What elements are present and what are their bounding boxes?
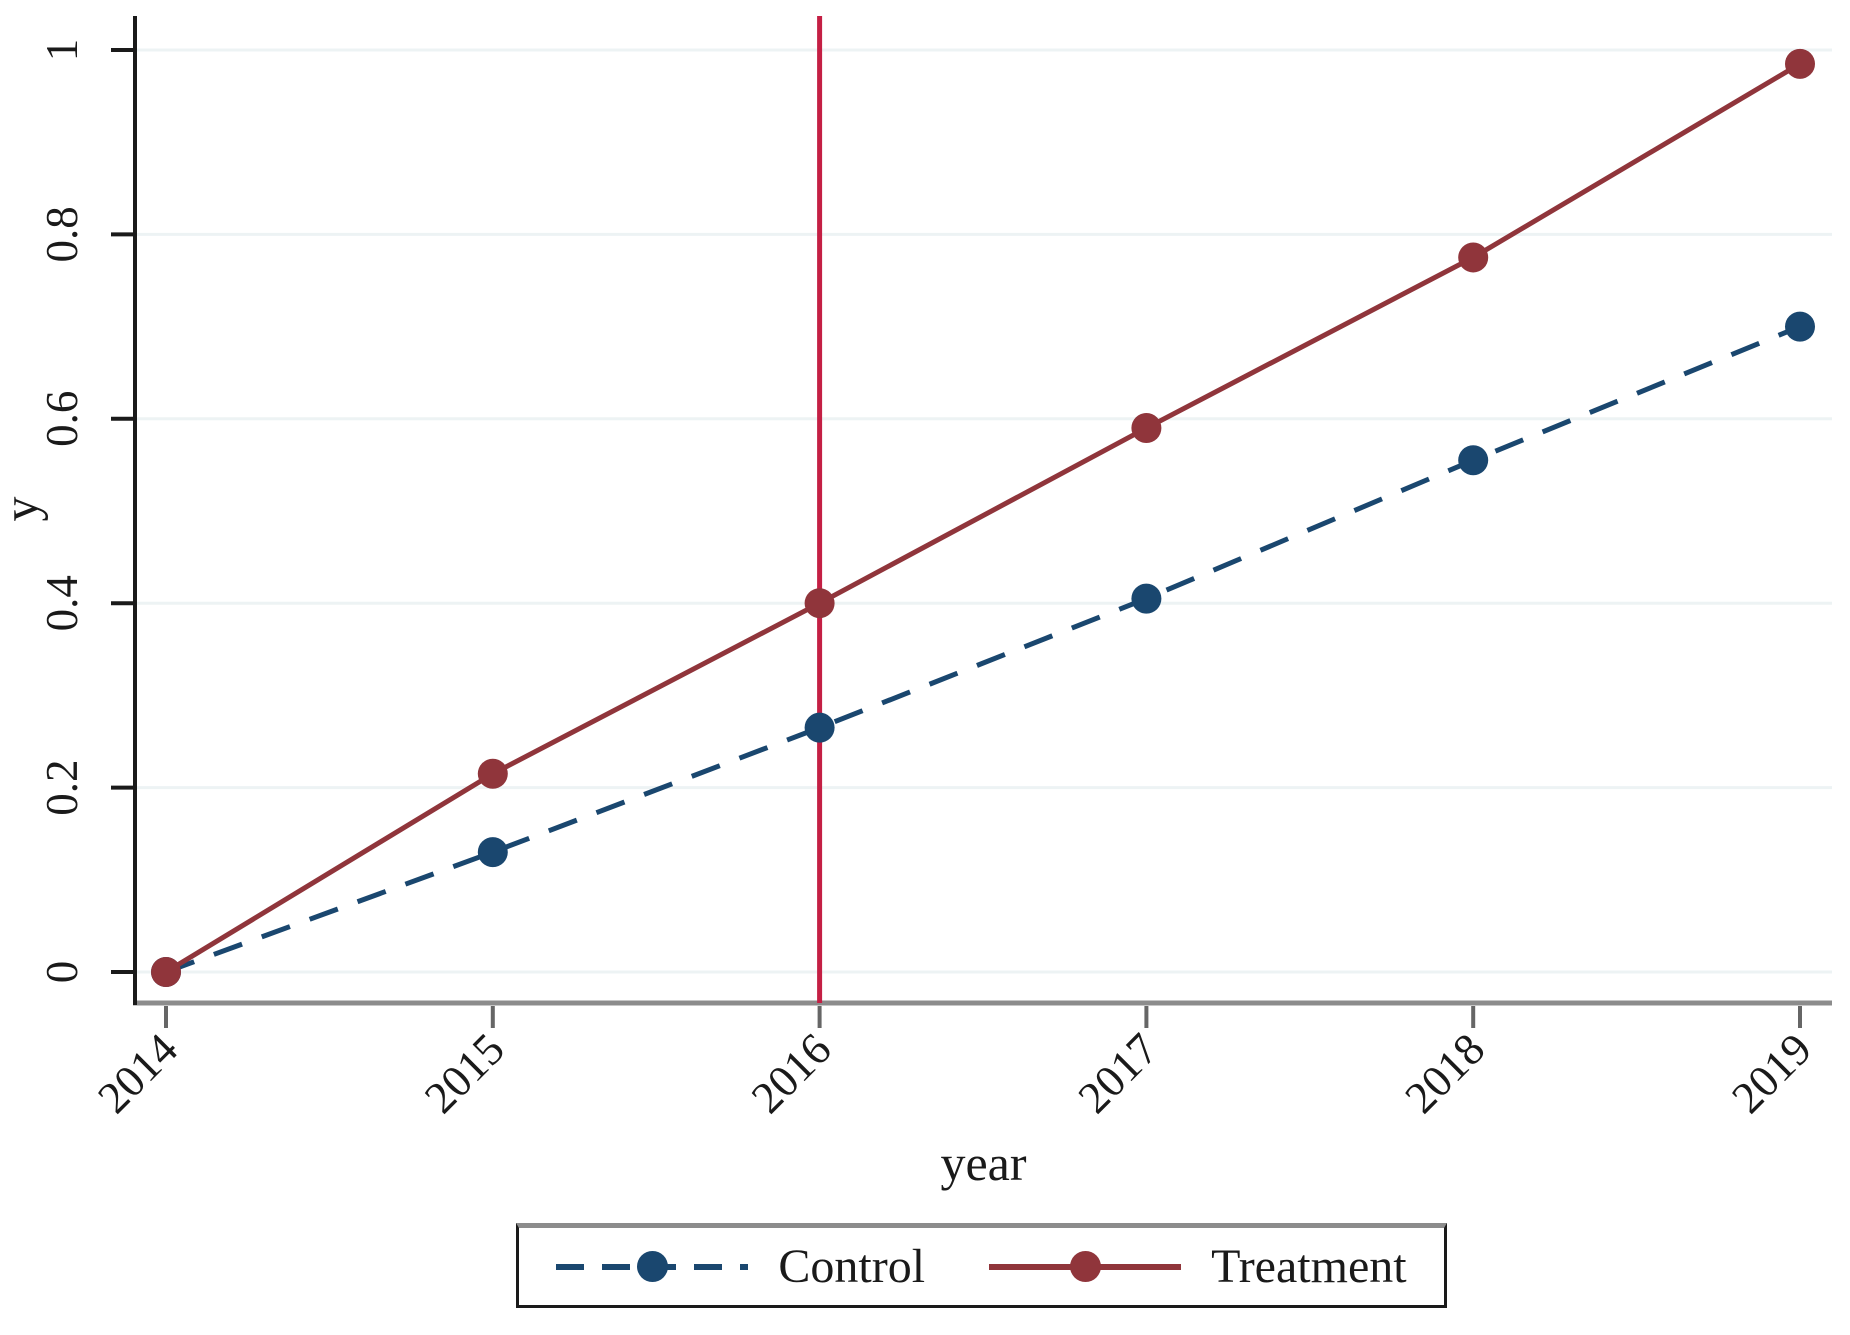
x-tick-label: 2019	[1722, 1024, 1821, 1123]
y-tick-label: 0.2	[37, 759, 87, 815]
legend-label-treatment: Treatment	[1211, 1239, 1407, 1293]
x-tick-label: 2018	[1395, 1024, 1494, 1123]
y-tick-label: 1	[37, 39, 87, 62]
control-marker	[1131, 583, 1162, 614]
x-tick-label: 2016	[742, 1024, 841, 1123]
treatment-marker	[1785, 48, 1815, 79]
legend-label-control: Control	[778, 1239, 926, 1293]
treatment-line-sample-icon	[989, 1251, 1182, 1283]
treatment-line	[164, 61, 1802, 975]
control-marker	[804, 712, 835, 743]
treatment-marker	[804, 588, 835, 619]
treatment-marker	[151, 957, 181, 987]
y-tick-label: 0.8	[37, 206, 87, 262]
control-marker	[477, 837, 508, 868]
x-axis-title: year	[940, 1135, 1027, 1191]
treatment-marker	[1131, 413, 1162, 444]
treatment-marker-icon	[1069, 1251, 1101, 1282]
y-tick-label: 0	[37, 961, 87, 984]
legend-box: Control Treatment	[516, 1223, 1447, 1308]
y-tick-label: 0.6	[37, 391, 87, 447]
x-tick-label: 2017	[1068, 1024, 1167, 1123]
control-marker	[1458, 445, 1489, 476]
treatment-marker	[477, 758, 508, 789]
treatment-marker	[1458, 242, 1489, 273]
control-marker	[1785, 311, 1815, 342]
control-line	[165, 324, 1801, 975]
control-line-sample-icon	[556, 1251, 749, 1283]
control-marker-icon	[636, 1251, 668, 1282]
legend-entry-treatment: Treatment	[989, 1239, 1407, 1293]
y-axis-title: y	[0, 497, 49, 522]
y-tick-label: 0.4	[37, 575, 87, 631]
legend-entry-control: Control	[556, 1239, 926, 1293]
x-tick-label: 2014	[88, 1024, 187, 1123]
x-tick-label: 2015	[415, 1024, 514, 1123]
